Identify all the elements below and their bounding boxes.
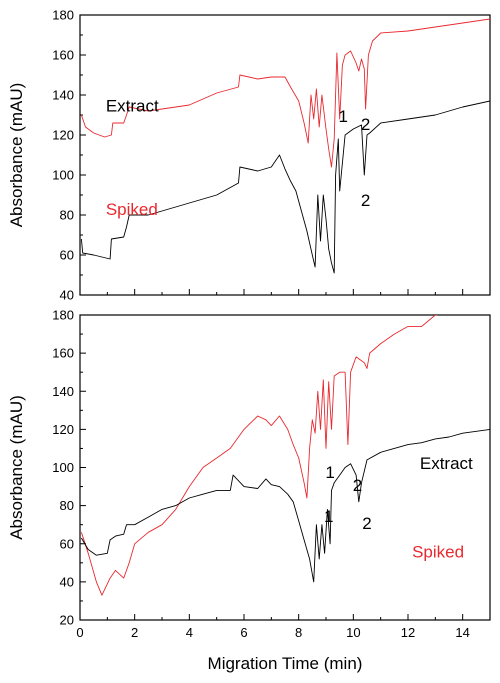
y-tick-label: 20 bbox=[60, 613, 74, 628]
y-tick-label: 100 bbox=[52, 168, 74, 183]
y-tick-label: 40 bbox=[60, 574, 74, 589]
annotation-label: 1 bbox=[324, 507, 333, 526]
top-panel: 40 60 80 100 120 140 160 180 Absorbance (mAU) Spi… bbox=[7, 8, 491, 303]
series-line-spiked bbox=[80, 315, 439, 596]
y-tick-label: 80 bbox=[60, 208, 74, 223]
series-line-spiked bbox=[80, 18, 490, 168]
y-axis-title: Absorbance (mAU) bbox=[7, 83, 26, 228]
y-tick-label: 180 bbox=[52, 8, 74, 23]
plot-frame bbox=[79, 14, 491, 296]
y-tick-label: 100 bbox=[52, 460, 74, 475]
x-tick-label: 14 bbox=[455, 625, 469, 640]
x-tick-label: 0 bbox=[76, 625, 83, 640]
x-axis-title: Migration Time (min) bbox=[208, 654, 363, 673]
y-tick-label: 140 bbox=[52, 88, 74, 103]
y-tick-label: 60 bbox=[60, 536, 74, 551]
y-axis-title: Absorbance (mAU) bbox=[7, 395, 26, 540]
x-tick-label: 12 bbox=[401, 625, 415, 640]
series-line-extract bbox=[81, 428, 490, 583]
annotation-label: 1 bbox=[325, 463, 334, 482]
annotation-label: 2 bbox=[361, 115, 370, 134]
y-tick-label: 120 bbox=[52, 128, 74, 143]
y-tick-label: 140 bbox=[52, 384, 74, 399]
y-tick-label: 180 bbox=[52, 308, 74, 323]
y-tick-label: 80 bbox=[60, 498, 74, 513]
x-tick-label: 2 bbox=[131, 625, 138, 640]
annotation-label: 2 bbox=[353, 476, 362, 495]
y-tick-label: 160 bbox=[52, 48, 74, 63]
annotation-label: 2 bbox=[361, 191, 370, 210]
annotation-label: Spiked bbox=[412, 542, 464, 561]
y-tick-label: 40 bbox=[60, 288, 74, 303]
x-tick-label: 6 bbox=[240, 625, 247, 640]
annotation-label: Spiked bbox=[106, 200, 158, 219]
annotation-label: Extract bbox=[106, 97, 159, 116]
x-tick-label: 10 bbox=[346, 625, 360, 640]
annotation-label: 2 bbox=[362, 514, 371, 533]
annotation-label: 1 bbox=[338, 107, 347, 126]
x-tick-label: 8 bbox=[295, 625, 302, 640]
y-tick-label: 160 bbox=[52, 346, 74, 361]
y-tick-label: 120 bbox=[52, 422, 74, 437]
x-tick-label: 4 bbox=[186, 625, 193, 640]
y-tick-label: 60 bbox=[60, 248, 74, 263]
series-line-extract bbox=[80, 100, 490, 274]
annotation-label: Extract bbox=[420, 454, 473, 473]
